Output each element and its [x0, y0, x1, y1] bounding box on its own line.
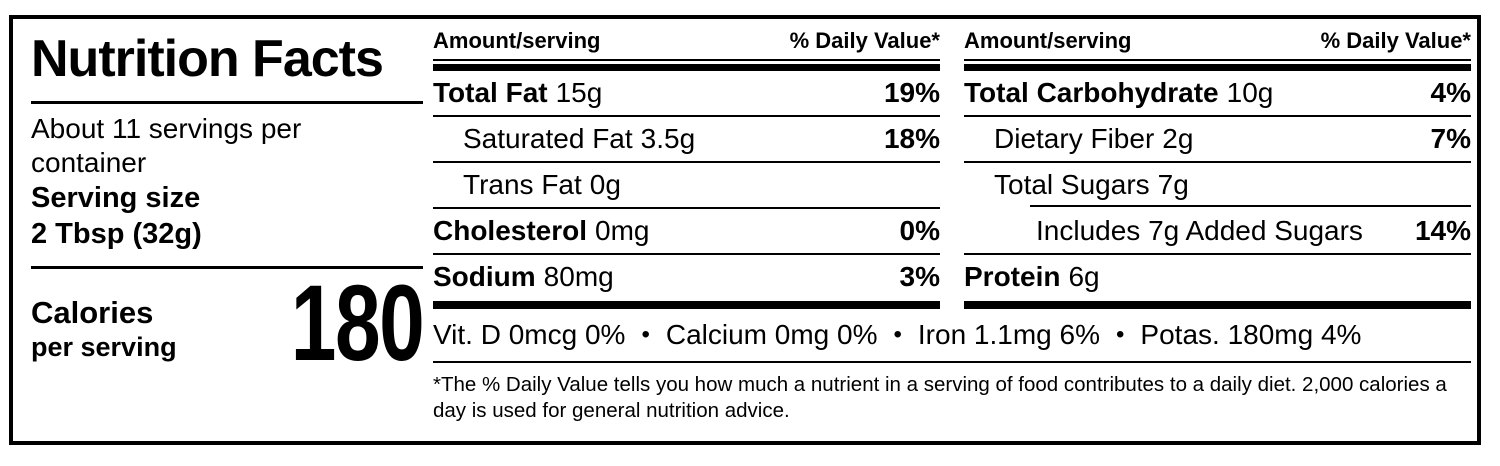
nutrient-row-protein: Protein 6g [964, 255, 1471, 301]
nutrient-name-amount: Total Fat 15g [433, 77, 602, 109]
nutrition-facts-label: Nutrition Facts About 11 servings per co… [9, 15, 1481, 445]
nutrient-row-added-sugars: Includes 7g Added Sugars 14% [964, 209, 1471, 255]
nutrient-name: Sodium [433, 261, 536, 292]
daily-value-footnote: *The % Daily Value tells you how much a … [433, 373, 1447, 422]
nutrient-amount: 7g [1157, 169, 1189, 200]
thick-divider [433, 64, 940, 71]
nutrient-name-amount: Total Carbohydrate 10g [964, 77, 1273, 109]
micronutrient-potassium: Potas. 180mg 4% [1140, 319, 1362, 350]
thick-divider [433, 301, 940, 309]
nutrient-row-total-sugars: Total Sugars 7g [964, 163, 1471, 209]
serving-size-label: Serving size [31, 182, 201, 214]
serving-size-value: 2 Tbsp (32g) [31, 216, 423, 269]
thick-divider [964, 301, 1471, 309]
nutrient-row-dietary-fiber: Dietary Fiber 2g 7% [964, 117, 1471, 163]
nutrient-amount: 2g [1162, 123, 1194, 154]
nutrient-column-left: Amount/serving % Daily Value* Total Fat 1… [433, 25, 940, 309]
nutrient-amount: 6g [1068, 261, 1100, 292]
amount-serving-header: Amount/serving [433, 28, 601, 53]
calories-row: Calories per serving 180 [31, 262, 425, 383]
calories-value: 180 [290, 262, 425, 383]
nutrient-name-amount: Sodium 80mg [433, 261, 614, 293]
calories-labels: Calories per serving [31, 295, 177, 367]
nutrient-amount: 0mg [595, 215, 650, 246]
nutrient-column-right: Amount/serving % Daily Value* Total Carb… [964, 25, 1471, 309]
nutrient-amount: 80mg [543, 261, 614, 292]
nutrient-row-sodium: Sodium 80mg 3% [433, 255, 940, 301]
daily-value-percent: 3% [899, 261, 940, 292]
nutrient-name-amount: Dietary Fiber 2g [994, 123, 1193, 155]
bullet-separator: • [641, 321, 650, 348]
thick-divider [964, 64, 1471, 71]
column-header: Amount/serving % Daily Value* [433, 25, 940, 61]
amount-serving-header: Amount/serving [964, 28, 1132, 53]
nutrient-name-amount: Saturated Fat 3.5g [463, 123, 695, 155]
nutrient-name: Total Fat [433, 77, 548, 108]
nutrient-amount: 15g [555, 77, 603, 108]
nutrient-name-amount: Trans Fat 0g [463, 169, 621, 201]
left-panel: Nutrition Facts About 11 servings per co… [31, 23, 425, 383]
calories-per-serving-label: per serving [31, 332, 177, 362]
nutrition-facts-title: Nutrition Facts [31, 23, 423, 104]
nutrient-name: Trans Fat [463, 169, 582, 200]
nutrient-name-amount: Includes 7g Added Sugars [1036, 215, 1371, 247]
nutrient-name-amount: Total Sugars 7g [994, 169, 1189, 201]
micronutrient-vitamin-d: Vit. D 0mcg 0% [433, 319, 626, 350]
nutrient-amount: 10g [1226, 77, 1274, 108]
bullet-separator: • [893, 321, 902, 348]
nutrient-panel: Amount/serving % Daily Value* Total Fat 1… [433, 25, 1471, 424]
column-header: Amount/serving % Daily Value* [964, 25, 1471, 61]
micronutrient-calcium: Calcium 0mg 0% [665, 319, 878, 350]
servings-per-container: About 11 servings per container [31, 113, 302, 178]
nutrient-name: Total Sugars [994, 169, 1150, 200]
nutrient-row-trans-fat: Trans Fat 0g [433, 163, 940, 209]
nutrient-row-saturated-fat: Saturated Fat 3.5g 18% [433, 117, 940, 163]
daily-value-percent: 14% [1414, 215, 1471, 246]
nutrient-name: Saturated Fat [463, 123, 633, 154]
nutrient-amount: 0g [589, 169, 621, 200]
calories-label: Calories [31, 295, 154, 330]
nutrient-row-cholesterol: Cholesterol 0mg 0% [433, 209, 940, 255]
daily-value-percent: 0% [899, 215, 940, 246]
daily-value-percent: 4% [1430, 77, 1471, 108]
micronutrient-iron: Iron 1.1mg 6% [917, 319, 1101, 350]
nutrient-name: Dietary Fiber [994, 123, 1155, 154]
nutrient-name-amount: Cholesterol 0mg [433, 215, 650, 247]
daily-value-header: % Daily Value* [789, 28, 940, 53]
nutrient-row-total-carbohydrate: Total Carbohydrate 10g 4% [964, 71, 1471, 117]
nutrient-name: Protein [964, 261, 1061, 292]
nutrient-amount: 3.5g [640, 123, 696, 154]
nutrient-name: Total Carbohydrate [964, 77, 1219, 108]
daily-value-percent: 18% [883, 123, 940, 154]
daily-value-header: % Daily Value* [1320, 28, 1471, 53]
nutrient-name: Cholesterol [433, 215, 588, 246]
daily-value-percent: 7% [1430, 123, 1471, 154]
nutrient-name: Includes 7g Added Sugars [1036, 215, 1363, 246]
nutrient-row-total-fat: Total Fat 15g 19% [433, 71, 940, 117]
bullet-separator: • [1116, 321, 1125, 348]
nutrient-name-amount: Protein 6g [964, 261, 1100, 293]
nutrient-columns: Amount/serving % Daily Value* Total Fat 1… [433, 25, 1471, 309]
micronutrients-row: Vit. D 0mcg 0% • Calcium 0mg 0% • Iron 1… [433, 309, 1471, 363]
daily-value-percent: 19% [883, 77, 940, 108]
